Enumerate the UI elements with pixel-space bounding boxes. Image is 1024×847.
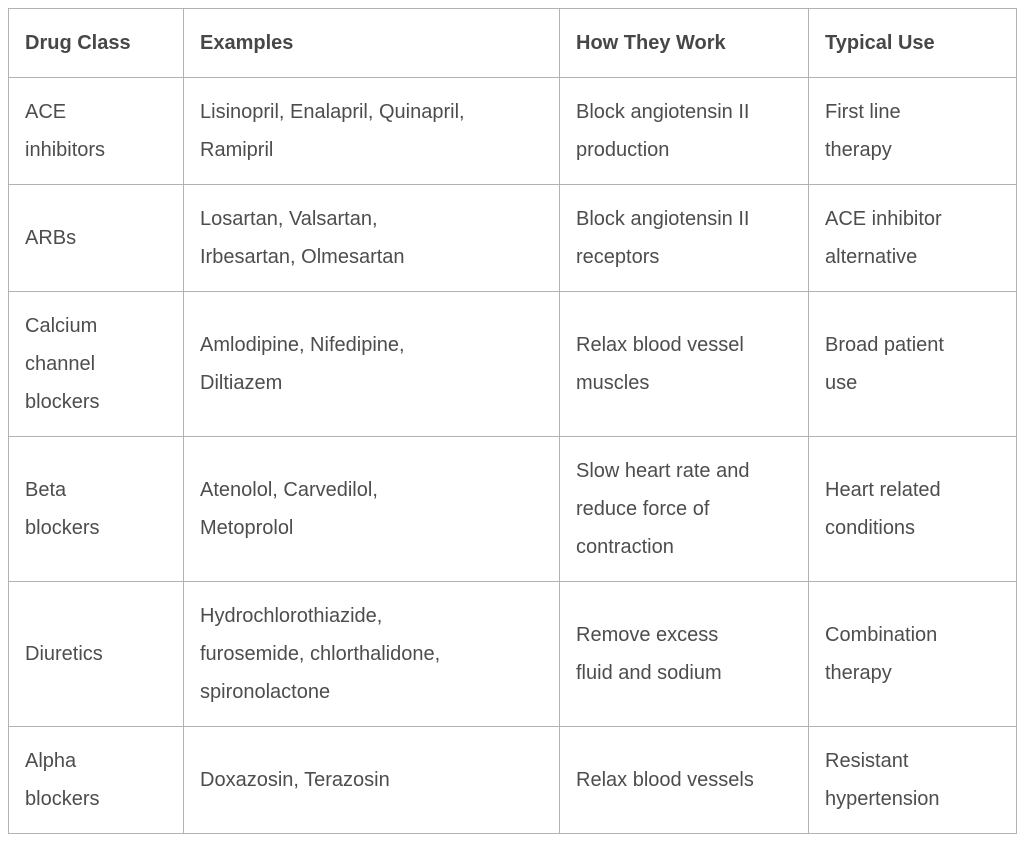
column-header-typical-use: Typical Use bbox=[808, 8, 1017, 78]
table-row-diuretics: Diuretics Hydrochlorothiazide, furosemid… bbox=[8, 581, 1017, 727]
header-row: Drug Class Examples How They Work Typica… bbox=[8, 8, 1017, 78]
cell-how-they-work: Relax blood vessel muscles bbox=[559, 291, 809, 437]
column-header-examples: Examples bbox=[183, 8, 560, 78]
cell-examples: Amlodipine, Nifedipine, Diltiazem bbox=[183, 291, 560, 437]
table-row-calcium-channel-blockers: Calcium channel blockers Amlodipine, Nif… bbox=[8, 291, 1017, 437]
cell-how-they-work: Slow heart rate and reduce force of cont… bbox=[559, 436, 809, 582]
cell-drug-class: ARBs bbox=[8, 184, 184, 292]
cell-typical-use: Broad patient use bbox=[808, 291, 1017, 437]
cell-drug-class: ACE inhibitors bbox=[8, 77, 184, 185]
table-row-arbs: ARBs Losartan, Valsartan, Irbesartan, Ol… bbox=[8, 184, 1017, 292]
cell-examples: Hydrochlorothiazide, furosemide, chlorth… bbox=[183, 581, 560, 727]
cell-drug-class: Calcium channel blockers bbox=[8, 291, 184, 437]
cell-typical-use: Resistant hypertension bbox=[808, 726, 1017, 834]
cell-examples: Doxazosin, Terazosin bbox=[183, 726, 560, 834]
table-row-ace-inhibitors: ACE inhibitors Lisinopril, Enalapril, Qu… bbox=[8, 77, 1017, 185]
table-row-beta-blockers: Beta blockers Atenolol, Carvedilol, Meto… bbox=[8, 436, 1017, 582]
cell-examples: Losartan, Valsartan, Irbesartan, Olmesar… bbox=[183, 184, 560, 292]
column-header-how-they-work: How They Work bbox=[559, 8, 809, 78]
cell-drug-class: Beta blockers bbox=[8, 436, 184, 582]
cell-drug-class: Alpha blockers bbox=[8, 726, 184, 834]
cell-how-they-work: Relax blood vessels bbox=[559, 726, 809, 834]
cell-typical-use: Heart related conditions bbox=[808, 436, 1017, 582]
cell-how-they-work: Block angiotensin II production bbox=[559, 77, 809, 185]
cell-typical-use: Combination therapy bbox=[808, 581, 1017, 727]
column-header-drug-class: Drug Class bbox=[8, 8, 184, 78]
cell-examples: Atenolol, Carvedilol, Metoprolol bbox=[183, 436, 560, 582]
table-row-alpha-blockers: Alpha blockers Doxazosin, Terazosin Rela… bbox=[8, 726, 1017, 834]
cell-how-they-work: Block angiotensin II receptors bbox=[559, 184, 809, 292]
cell-examples: Lisinopril, Enalapril, Quinapril, Ramipr… bbox=[183, 77, 560, 185]
cell-typical-use: ACE inhibitor alternative bbox=[808, 184, 1017, 292]
drug-class-table: Drug Class Examples How They Work Typica… bbox=[8, 8, 1017, 834]
cell-how-they-work: Remove excess fluid and sodium bbox=[559, 581, 809, 727]
cell-typical-use: First line therapy bbox=[808, 77, 1017, 185]
cell-drug-class: Diuretics bbox=[8, 581, 184, 727]
